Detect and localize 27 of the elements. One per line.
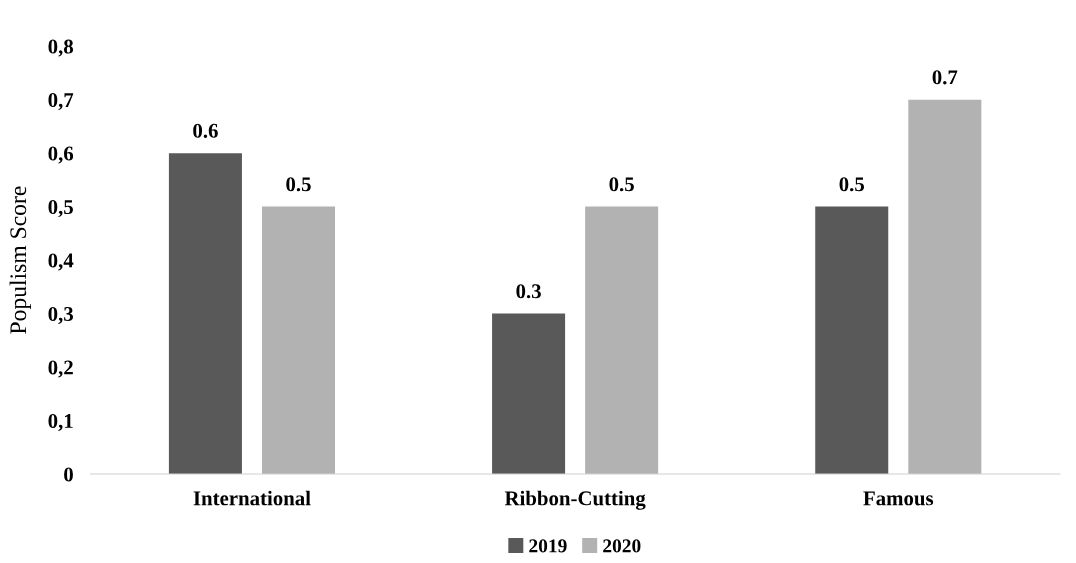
x-tick-label: International <box>193 490 311 506</box>
bar <box>261 206 336 475</box>
data-label: 0.6 <box>193 123 218 138</box>
data-label: 0.5 <box>839 177 864 192</box>
y-tick-label: 0,1 <box>48 413 73 432</box>
y-tick-label: 0,6 <box>48 146 74 164</box>
x-tick-label: Famous <box>863 491 934 506</box>
data-label: 0.5 <box>286 177 311 192</box>
y-tick-label: 0,4 <box>48 253 74 271</box>
bar <box>585 206 659 475</box>
bar <box>908 99 982 475</box>
data-label: 0.7 <box>932 70 958 85</box>
y-tick-label: 0,2 <box>48 360 73 378</box>
legend-label: 2020 <box>603 539 641 553</box>
y-tick-label: 0,3 <box>48 306 73 325</box>
bar <box>815 206 889 475</box>
y-tick-label: 0,8 <box>48 39 74 57</box>
x-tick-label: Ribbon-Cutting <box>504 490 646 510</box>
data-label: 0.5 <box>609 177 634 192</box>
bar <box>168 153 242 475</box>
legend-label: 2019 <box>529 539 567 553</box>
y-tick-label: 0,5 <box>48 200 73 218</box>
data-label: 0.3 <box>516 284 541 299</box>
bar <box>492 313 566 475</box>
y-axis-title: Populism Score <box>9 186 32 334</box>
y-tick-label: 0 <box>64 467 73 482</box>
y-tick-label: 0,7 <box>48 93 74 111</box>
